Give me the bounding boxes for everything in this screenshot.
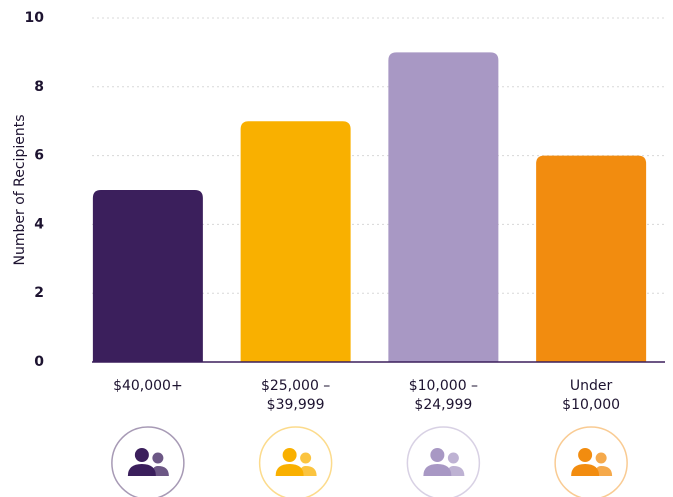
y-tick-label: 10	[25, 10, 45, 26]
bar	[92, 190, 203, 362]
icon-ring	[554, 426, 628, 497]
icon-body	[127, 464, 156, 476]
icon-head	[430, 448, 445, 462]
icon-body	[594, 466, 613, 476]
bar	[536, 155, 647, 362]
icon-head	[578, 448, 593, 462]
category-icon	[258, 426, 333, 497]
bar	[388, 52, 499, 363]
y-tick-label: 2	[34, 285, 44, 301]
y-tick-label: 0	[34, 354, 44, 370]
icon-ring	[258, 426, 333, 497]
icon-ring	[111, 426, 185, 497]
y-tick-label: 8	[34, 79, 44, 95]
icon-ring	[406, 426, 481, 497]
icon-body	[571, 464, 600, 476]
icon-head	[300, 452, 312, 464]
y-tick-label: 4	[34, 216, 44, 232]
icon-body	[150, 466, 169, 476]
x-tick-label: $10,000 – $24,999	[408, 378, 479, 413]
icon-head	[595, 452, 607, 464]
y-axis-label: Number of Recipients	[12, 115, 28, 266]
category-icon	[554, 426, 628, 497]
icon-head	[134, 448, 149, 462]
icon-body	[446, 466, 465, 476]
icon-head	[282, 448, 297, 462]
x-tick-label: $40,000+	[113, 378, 183, 394]
x-tick-label: Under $10,000	[562, 378, 621, 413]
y-tick-label: 6	[34, 148, 44, 164]
icon-head	[152, 452, 164, 464]
x-tick-label: $25,000 – $39,999	[260, 378, 331, 413]
icon-body	[275, 464, 304, 476]
bar	[240, 121, 351, 362]
category-icon	[111, 426, 185, 497]
category-icon	[406, 426, 481, 497]
icon-head	[447, 452, 459, 464]
icon-body	[298, 466, 317, 476]
icon-body	[423, 464, 452, 476]
